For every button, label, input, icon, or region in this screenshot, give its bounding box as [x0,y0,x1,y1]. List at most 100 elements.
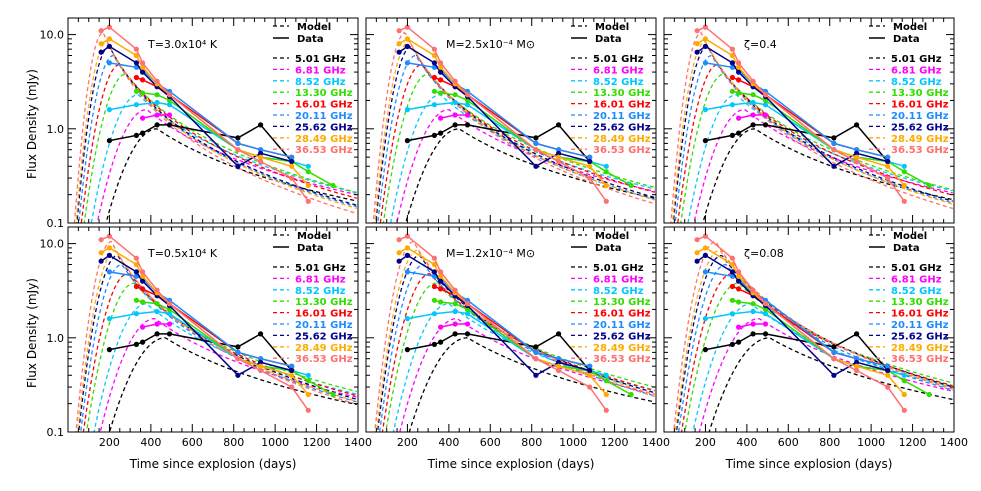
panel-annotation: T=0.5x10⁴ K [147,247,218,260]
legend-freq-label: 8.52 GHz [891,286,942,297]
data-point [330,182,336,189]
data-point [762,306,769,312]
data-point [431,283,437,290]
data-point [106,36,112,42]
data-point [235,372,241,378]
y-tick-label: 0.1 [47,217,65,230]
legend-freq-label: 8.52 GHz [295,77,346,88]
data-point [98,237,104,243]
data-point [166,97,173,103]
data-point [729,88,736,94]
model-curve [680,272,953,432]
data-point [729,102,736,108]
data-point [431,255,437,261]
data-point [235,135,241,141]
data-line [696,235,905,411]
data-point [556,122,562,128]
data-point [901,378,907,384]
data-point [438,60,444,66]
legend-freq-label: 36.53 GHz [891,145,949,156]
data-point [305,372,311,378]
data-point [258,356,264,362]
data-point [750,321,756,327]
data-line [100,235,309,411]
data-point [235,356,241,362]
model-curve [105,128,357,223]
legend-freq-label: 16.01 GHz [593,309,651,320]
data-point [258,359,264,365]
y-tick-label: 0.1 [47,426,65,439]
data-point [258,158,264,165]
data-point [305,407,311,413]
data-point [885,154,891,160]
data-point [854,122,860,128]
legend-freq-label: 16.01 GHz [593,100,651,111]
x-tick-label: 1200 [899,436,927,449]
model-curve [405,128,655,223]
data-point [431,297,437,303]
data-point [694,49,700,55]
data-point [762,331,769,337]
legend-freq-label: 25.62 GHz [593,331,651,342]
data-point [854,359,860,365]
data-line [696,38,905,186]
data-point [587,363,593,369]
data-point [396,49,402,55]
data-line [100,247,309,395]
data-point [452,122,458,128]
data-point [431,88,437,94]
model-curve [375,45,655,223]
data-point [854,154,860,160]
legend-freq-label: 13.30 GHz [891,297,949,308]
x-tick-label: 400 [736,436,757,449]
legend-freq-label: 6.81 GHz [891,274,942,285]
data-point [729,60,736,66]
data-point [166,301,173,307]
data-point [98,28,104,34]
data-point [464,306,471,312]
y-axis-title-top: Flux Density (mJy) [25,69,39,179]
data-point [736,69,742,75]
data-point [702,347,709,353]
data-point [452,301,458,307]
legend-data-label: Data [893,243,920,254]
data-point [885,158,891,165]
data-point [762,112,769,118]
data-point [603,378,609,384]
data-point [533,372,539,378]
legend-freq-label: 16.01 GHz [891,309,949,320]
data-point [438,64,444,70]
data-point [750,112,756,118]
data-point [106,24,112,30]
data-point [289,175,295,181]
data-point [533,135,539,141]
legend-freq-label: 16.01 GHz [891,100,949,111]
legend-freq-label: 8.52 GHz [891,77,942,88]
data-point [901,198,907,204]
data-point [533,344,539,350]
data-point [729,311,736,317]
data-point [729,261,736,268]
data-point [140,286,146,292]
plot-area [670,24,953,223]
data-point [404,269,410,275]
data-point [702,269,709,275]
data-point [305,169,311,175]
data-point [556,331,562,337]
data-point [729,297,736,303]
data-point [166,306,173,312]
data-point [736,269,742,275]
legend-freq-label: 13.30 GHz [891,88,949,99]
legend-freq-label: 36.53 GHz [593,145,651,156]
data-point [702,252,709,258]
legend-data-label: Data [595,34,622,45]
plot-area [374,233,655,432]
data-point [431,261,437,268]
data-line [100,26,309,202]
data-point [258,367,264,374]
x-tick-label: 400 [140,436,161,449]
data-point [831,372,837,378]
legend-freq-label: 28.49 GHz [295,134,353,145]
data-point [133,341,139,347]
